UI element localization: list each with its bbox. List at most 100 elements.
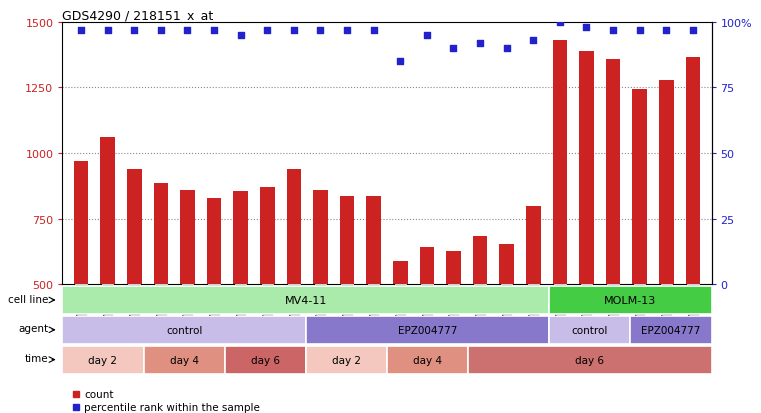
Text: GSM739149: GSM739149 [342, 285, 352, 336]
Text: GSM739153: GSM739153 [129, 285, 139, 336]
Text: cell line: cell line [8, 294, 48, 304]
Point [208, 27, 220, 34]
Bar [306, 316, 549, 344]
Text: MV4-11: MV4-11 [285, 295, 327, 305]
Point [314, 27, 326, 34]
Bar [366, 197, 381, 285]
Bar [313, 190, 328, 285]
Point [661, 27, 673, 34]
Text: GSM739160: GSM739160 [476, 285, 485, 336]
Text: GSM739150: GSM739150 [369, 285, 378, 336]
Bar [393, 261, 408, 285]
Point [341, 27, 353, 34]
Bar [549, 286, 712, 314]
Bar [686, 58, 700, 285]
Point [368, 27, 380, 34]
Point [394, 59, 406, 65]
Text: GSM739169: GSM739169 [556, 285, 565, 336]
Text: GSM739165: GSM739165 [289, 285, 298, 336]
Point [634, 27, 646, 34]
Bar [419, 248, 435, 285]
Point [687, 27, 699, 34]
Text: control: control [166, 325, 202, 335]
Bar [468, 346, 712, 374]
Bar [446, 252, 461, 285]
Bar [287, 169, 301, 285]
Text: GSM739163: GSM739163 [236, 285, 245, 336]
Text: control: control [572, 325, 608, 335]
Text: GSM739164: GSM739164 [263, 285, 272, 336]
Point [527, 38, 540, 44]
Bar [552, 41, 567, 285]
Text: GSM739155: GSM739155 [422, 285, 431, 336]
Text: GSM739161: GSM739161 [502, 285, 511, 336]
Bar [180, 190, 195, 285]
Bar [144, 346, 224, 374]
Bar [62, 346, 144, 374]
Point [154, 27, 167, 34]
Legend: count, percentile rank within the sample: count, percentile rank within the sample [68, 385, 264, 413]
Bar [473, 236, 487, 285]
Bar [549, 316, 630, 344]
Text: agent: agent [18, 324, 48, 334]
Bar [234, 192, 248, 285]
Point [181, 27, 193, 34]
Text: day 6: day 6 [575, 355, 604, 365]
Point [261, 27, 273, 34]
Text: GSM739157: GSM739157 [156, 285, 165, 336]
Text: GSM739158: GSM739158 [183, 285, 192, 336]
Bar [499, 244, 514, 285]
Point [421, 33, 433, 39]
Text: GSM739162: GSM739162 [529, 285, 538, 336]
Bar [630, 316, 712, 344]
Bar [100, 138, 115, 285]
Point [75, 27, 87, 34]
Point [447, 45, 460, 52]
Text: GSM739151: GSM739151 [77, 285, 85, 336]
Point [581, 25, 593, 31]
Point [607, 27, 619, 34]
Text: GSM739159: GSM739159 [209, 285, 218, 336]
Point [234, 33, 247, 39]
Text: GSM739154: GSM739154 [396, 285, 405, 336]
Text: MOLM-13: MOLM-13 [604, 295, 657, 305]
Point [474, 40, 486, 47]
Point [128, 27, 140, 34]
Bar [659, 80, 673, 285]
Bar [62, 316, 306, 344]
Text: GSM739167: GSM739167 [662, 285, 670, 336]
Bar [224, 346, 306, 374]
Text: GSM739152: GSM739152 [103, 285, 112, 336]
Bar [339, 197, 355, 285]
Point [501, 45, 513, 52]
Point [554, 19, 566, 26]
Bar [579, 52, 594, 285]
Bar [127, 169, 142, 285]
Point [101, 27, 113, 34]
Text: GSM739148: GSM739148 [316, 285, 325, 336]
Bar [260, 188, 275, 285]
Text: GDS4290 / 218151_x_at: GDS4290 / 218151_x_at [62, 9, 214, 21]
Bar [154, 184, 168, 285]
Bar [387, 346, 468, 374]
Text: time: time [24, 354, 48, 363]
Bar [526, 206, 540, 285]
Text: EPZ004777: EPZ004777 [398, 325, 457, 335]
Bar [606, 59, 620, 285]
Text: EPZ004777: EPZ004777 [642, 325, 701, 335]
Text: day 4: day 4 [170, 355, 199, 365]
Text: day 4: day 4 [413, 355, 442, 365]
Bar [62, 286, 549, 314]
Text: GSM739166: GSM739166 [635, 285, 645, 336]
Text: GSM739168: GSM739168 [689, 285, 697, 336]
Text: GSM739156: GSM739156 [449, 285, 458, 336]
Point [288, 27, 300, 34]
Text: day 6: day 6 [251, 355, 280, 365]
Text: GSM739171: GSM739171 [609, 285, 618, 336]
Text: day 2: day 2 [332, 355, 361, 365]
Bar [207, 198, 221, 285]
Text: GSM739170: GSM739170 [582, 285, 591, 336]
Text: day 2: day 2 [88, 355, 117, 365]
Bar [306, 346, 387, 374]
Bar [632, 90, 647, 285]
